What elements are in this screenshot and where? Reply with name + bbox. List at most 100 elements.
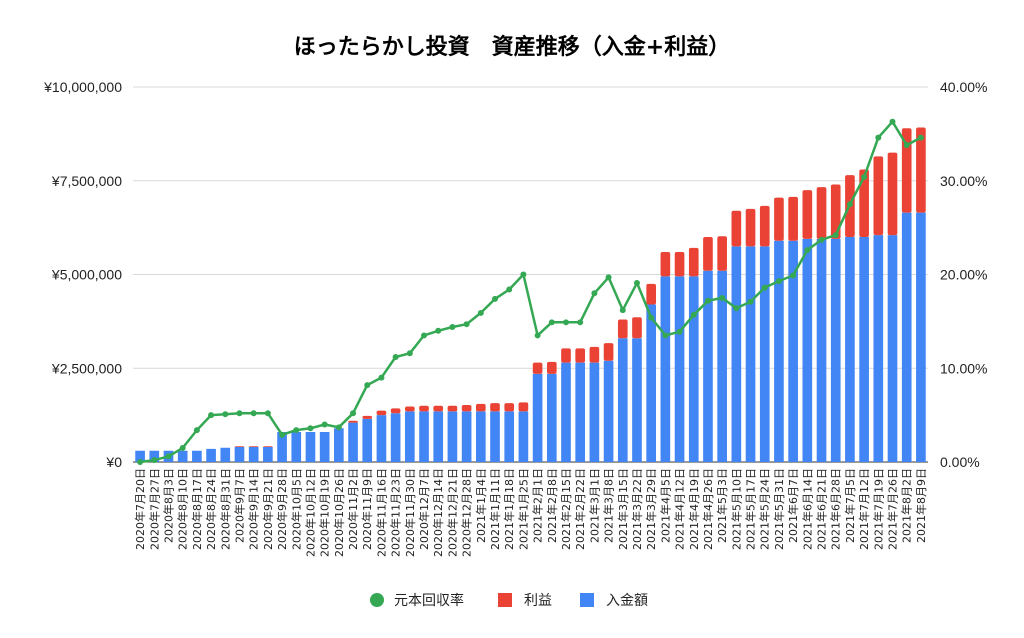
x-tick-label: 2020年7月27日: [147, 468, 161, 550]
line-point: [364, 382, 371, 389]
line-point: [279, 431, 286, 438]
legend-item-recovery-rate[interactable]: 元本回収率: [370, 592, 464, 609]
bar-profit: [405, 406, 415, 412]
legend-item-deposit[interactable]: 入金額: [580, 593, 648, 609]
line-point: [719, 294, 726, 301]
x-axis: 2020年7月20日 2020年7月27日 2020年8月3日 2020年8月10日 2…: [133, 468, 928, 557]
bar-deposit: [845, 237, 855, 462]
x-tick-label: 2021年3月22日: [630, 468, 644, 550]
bar-profit: [461, 405, 472, 412]
bar-deposit: [192, 450, 202, 462]
line-point: [378, 374, 385, 381]
x-tick-label: 2020年11月16日: [374, 468, 388, 557]
line-point: [591, 290, 598, 297]
bar-deposit: [660, 276, 671, 462]
bar-profit: [660, 252, 671, 277]
bar-deposit: [234, 447, 245, 462]
bar-deposit: [532, 373, 543, 462]
bar-profit: [518, 402, 529, 412]
x-tick-label: 2021年1月11日: [488, 468, 502, 550]
bar-deposit: [433, 411, 444, 462]
bar-deposit: [149, 450, 160, 462]
bar-profit: [362, 415, 373, 419]
bar-deposit: [774, 240, 784, 462]
x-tick-label: 2020年10月5日: [289, 468, 303, 550]
bar-profit: [603, 343, 614, 361]
bar-deposit: [575, 362, 586, 462]
line-point: [818, 236, 825, 243]
y-tick-label: ¥0: [105, 454, 122, 470]
bar-profit: [589, 346, 600, 363]
bar-profit: [774, 197, 784, 241]
y-tick-label: ¥5,000,000: [51, 267, 122, 283]
bar-deposit: [319, 432, 330, 462]
bar-profit: [546, 361, 557, 374]
x-tick-label: 2021年5月24日: [758, 468, 772, 550]
legend-label-deposit: 入金額: [606, 593, 648, 609]
chart-title: ほったらかし投資 資産推移（入金+利益）: [294, 34, 730, 60]
line-point: [704, 297, 711, 304]
line-point: [208, 412, 215, 419]
bar-deposit: [703, 270, 713, 462]
bar-deposit: [688, 276, 699, 462]
bar-deposit: [646, 304, 656, 462]
x-tick-label: 2021年2月1日: [531, 468, 545, 543]
x-tick-label: 2021年5月10日: [729, 468, 743, 550]
bar-deposit: [887, 235, 898, 462]
bar-profit: [830, 184, 841, 239]
line-point: [477, 309, 484, 316]
x-tick-label: 2021年5月31日: [772, 468, 786, 550]
line-point: [846, 201, 853, 208]
x-tick-label: 2021年7月19日: [871, 468, 885, 550]
line-point: [435, 327, 442, 334]
line-point: [321, 421, 328, 428]
line-point: [648, 314, 655, 321]
legend: 元本回収率 利益 入金額: [370, 592, 648, 609]
line-point: [662, 332, 669, 339]
bar-deposit: [745, 246, 756, 462]
bar-deposit: [348, 422, 358, 462]
y-axis-left: ¥0 ¥2,500,000 ¥5,000,000 ¥7,500,000 ¥10,000,…: [43, 79, 122, 470]
line-point: [421, 332, 428, 339]
legend-item-profit[interactable]: 利益: [498, 593, 552, 609]
bar-deposit: [504, 411, 515, 462]
line-point: [492, 295, 499, 302]
bar-deposit: [717, 270, 727, 462]
legend-label-recovery-rate: 元本回収率: [394, 592, 464, 609]
line-point: [690, 311, 697, 318]
y2-tick-label: 0.00%: [940, 454, 980, 470]
x-tick-label: 2020年11月30日: [403, 468, 417, 557]
bar-deposit: [291, 432, 302, 462]
line-point: [790, 272, 797, 279]
x-tick-label: 2020年10月26日: [332, 468, 346, 557]
x-tick-label: 2020年8月3日: [162, 468, 176, 543]
bar-profit: [561, 348, 571, 363]
line-point: [307, 425, 314, 432]
bar-deposit: [475, 411, 486, 462]
line-point: [605, 274, 612, 281]
x-tick-label: 2021年3月29日: [644, 468, 658, 550]
bar-deposit: [916, 212, 926, 462]
legend-label-profit: 利益: [524, 593, 552, 609]
bar-deposit: [546, 373, 557, 462]
bar-profit: [475, 403, 486, 412]
bar-deposit: [220, 447, 231, 462]
bar-deposit: [518, 411, 529, 462]
line-point: [463, 321, 470, 328]
x-tick-label: 2021年5月17日: [744, 468, 758, 550]
x-tick-label: 2021年8月2日: [900, 468, 914, 543]
bar-deposit: [632, 338, 642, 462]
line-point: [350, 410, 357, 417]
x-tick-label: 2021年2月15日: [559, 468, 573, 550]
bar-deposit: [788, 240, 798, 462]
bar-profit: [234, 446, 245, 447]
bar-deposit: [561, 362, 571, 462]
x-tick-label: 2020年8月24日: [204, 468, 218, 550]
bar-profit: [575, 348, 586, 363]
line-point: [506, 286, 513, 293]
line-point: [889, 118, 896, 125]
bar-profit: [759, 205, 770, 247]
y-tick-label: ¥10,000,000: [43, 79, 122, 95]
bar-profit: [433, 405, 444, 412]
x-tick-label: 2020年11月2日: [346, 468, 360, 550]
